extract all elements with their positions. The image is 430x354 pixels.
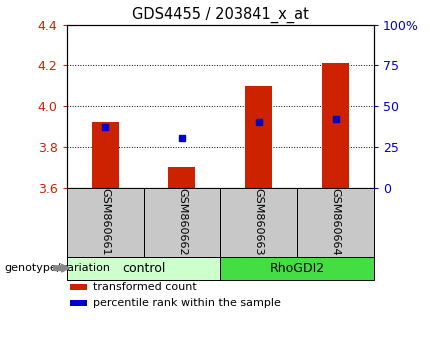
- Bar: [144, 188, 221, 257]
- Bar: [67, 188, 144, 257]
- Bar: [221, 188, 297, 257]
- Text: GSM860661: GSM860661: [100, 188, 110, 256]
- Text: transformed count: transformed count: [93, 282, 197, 292]
- Text: GSM860662: GSM860662: [177, 188, 187, 256]
- Text: percentile rank within the sample: percentile rank within the sample: [93, 298, 281, 308]
- Bar: [169, 167, 195, 188]
- Bar: [92, 122, 119, 188]
- Text: GSM860663: GSM860663: [254, 188, 264, 256]
- Text: genotype/variation: genotype/variation: [4, 263, 111, 273]
- Bar: [297, 188, 374, 257]
- Text: RhoGDI2: RhoGDI2: [270, 262, 325, 275]
- Bar: [67, 257, 221, 280]
- Bar: [246, 86, 272, 188]
- Title: GDS4455 / 203841_x_at: GDS4455 / 203841_x_at: [132, 7, 309, 23]
- Bar: [70, 285, 86, 290]
- Bar: [70, 300, 86, 306]
- Bar: [221, 257, 374, 280]
- Bar: [322, 63, 349, 188]
- Text: GSM860664: GSM860664: [331, 188, 341, 256]
- Text: control: control: [122, 262, 165, 275]
